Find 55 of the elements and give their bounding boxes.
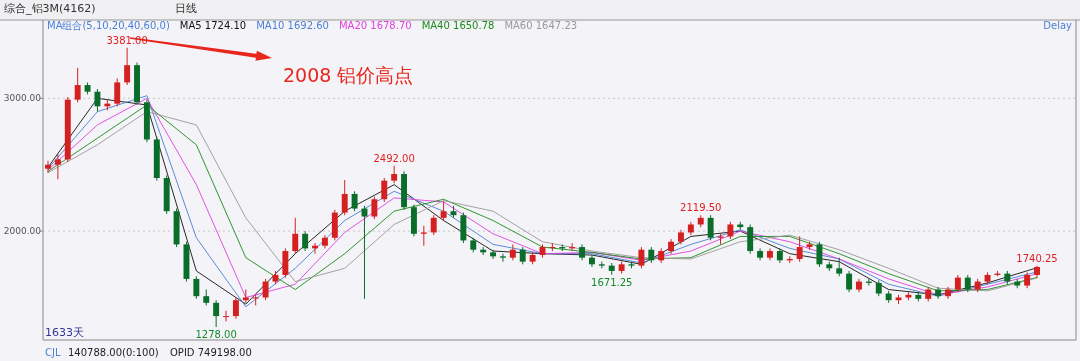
y-tick-label: 2000.00	[3, 226, 42, 237]
candlestick	[816, 241, 823, 268]
candlestick	[282, 247, 289, 279]
candlestick	[74, 67, 81, 103]
annotation: 1633天	[45, 326, 84, 339]
candlestick	[213, 299, 220, 328]
candlestick	[351, 190, 358, 212]
candlestick	[341, 179, 348, 216]
candlestick	[846, 270, 853, 293]
text: MA10 1692.60	[256, 20, 329, 31]
candlestick	[223, 310, 229, 322]
y-tick-label: 3000.00	[3, 93, 42, 104]
text: OPID 749198.00	[170, 347, 252, 358]
candlestick	[836, 257, 843, 277]
candlestick	[381, 177, 388, 203]
candlestick	[124, 47, 131, 86]
candlestick	[747, 223, 754, 255]
annotation: 3381.00	[106, 34, 148, 46]
annotation: 1278.00	[195, 328, 237, 340]
candlestick	[45, 160, 51, 174]
text: 140788.00(0:100)	[68, 347, 159, 358]
annotation: 2008 铝价高点	[283, 64, 414, 86]
candlestick	[796, 235, 803, 263]
candlestick	[707, 214, 714, 241]
candlestick	[935, 286, 942, 300]
chart-subtitle: 日线	[175, 2, 197, 15]
text: CJL	[45, 347, 61, 358]
annotation: 1671.25	[591, 276, 633, 288]
text: Delay	[1043, 20, 1073, 31]
candlestick	[114, 77, 121, 107]
candlestick	[262, 278, 269, 301]
candlestick	[588, 254, 595, 268]
annotation: 1740.25	[1016, 252, 1058, 264]
text: MA5 1724.10	[179, 20, 247, 31]
candlestick	[638, 246, 645, 269]
candlestick	[490, 249, 497, 260]
candlestick	[945, 286, 951, 300]
candlestick	[292, 217, 299, 255]
candlestick	[371, 196, 378, 220]
candlestick	[430, 214, 437, 236]
text: MA60 1647.23	[504, 20, 578, 31]
candlestick	[302, 230, 309, 252]
candlestick	[54, 153, 61, 180]
chart-title: 综合_铝3M(4162)	[4, 2, 96, 15]
text: MA40 1650.78	[421, 20, 495, 31]
candlestick	[232, 297, 239, 320]
candlestick	[94, 88, 101, 113]
candlestick	[420, 225, 427, 247]
text: MA20 1678.70	[338, 20, 412, 31]
candlestick	[499, 253, 506, 263]
annotation: 2492.00	[373, 152, 415, 164]
legend-title: MA组合(5,10,20,40,60,0)	[47, 20, 170, 31]
annotation: 2119.50	[680, 202, 722, 214]
candlestick	[440, 200, 447, 221]
candlestick	[193, 275, 200, 300]
